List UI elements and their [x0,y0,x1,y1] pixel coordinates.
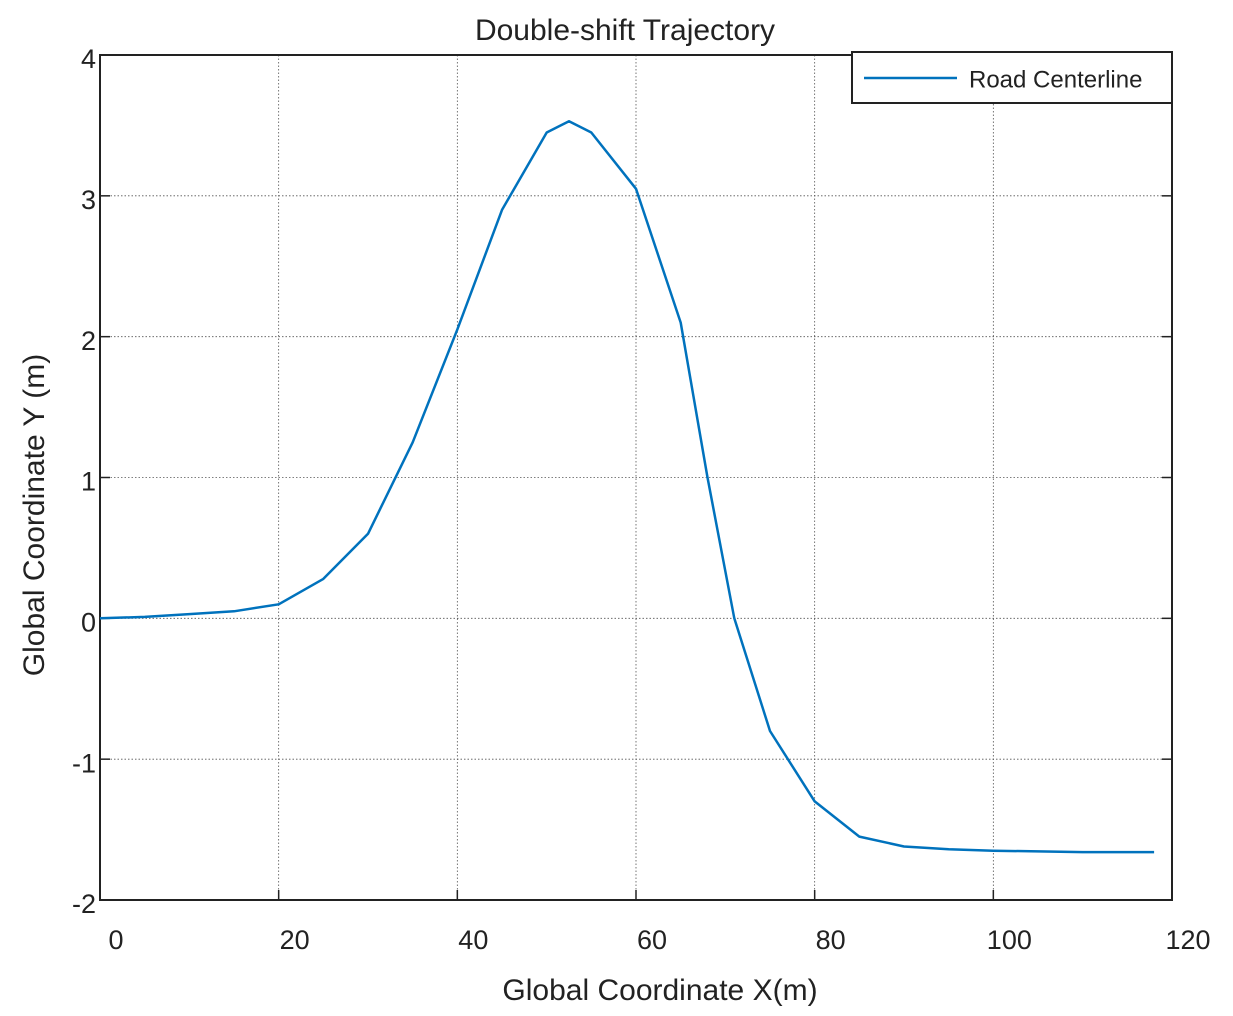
y-tick-label: -1 [72,748,96,778]
y-tick-label: 2 [81,326,96,356]
legend-label: Road Centerline [969,66,1142,93]
y-axis-label: Global Coordinate Y (m) [18,354,51,676]
x-axis-label: Global Coordinate X(m) [502,974,817,1007]
data-line [99,119,1155,854]
x-tick-label: 80 [816,925,846,955]
y-tick-label: 3 [81,185,96,215]
x-tick-label: 20 [280,925,310,955]
plot-frame [99,54,1173,901]
y-tick-label: 1 [81,467,96,497]
x-tick-label: 0 [108,925,123,955]
y-tick-label: 0 [81,607,96,637]
x-tick-label: 60 [637,925,667,955]
chart-title: Double-shift Trajectory [475,14,775,47]
y-tick-label: -2 [72,889,96,919]
x-tick-label: 40 [458,925,488,955]
x-tick-label: 120 [1165,925,1210,955]
x-tick-label: 100 [987,925,1032,955]
y-tick-label: 4 [81,44,96,74]
